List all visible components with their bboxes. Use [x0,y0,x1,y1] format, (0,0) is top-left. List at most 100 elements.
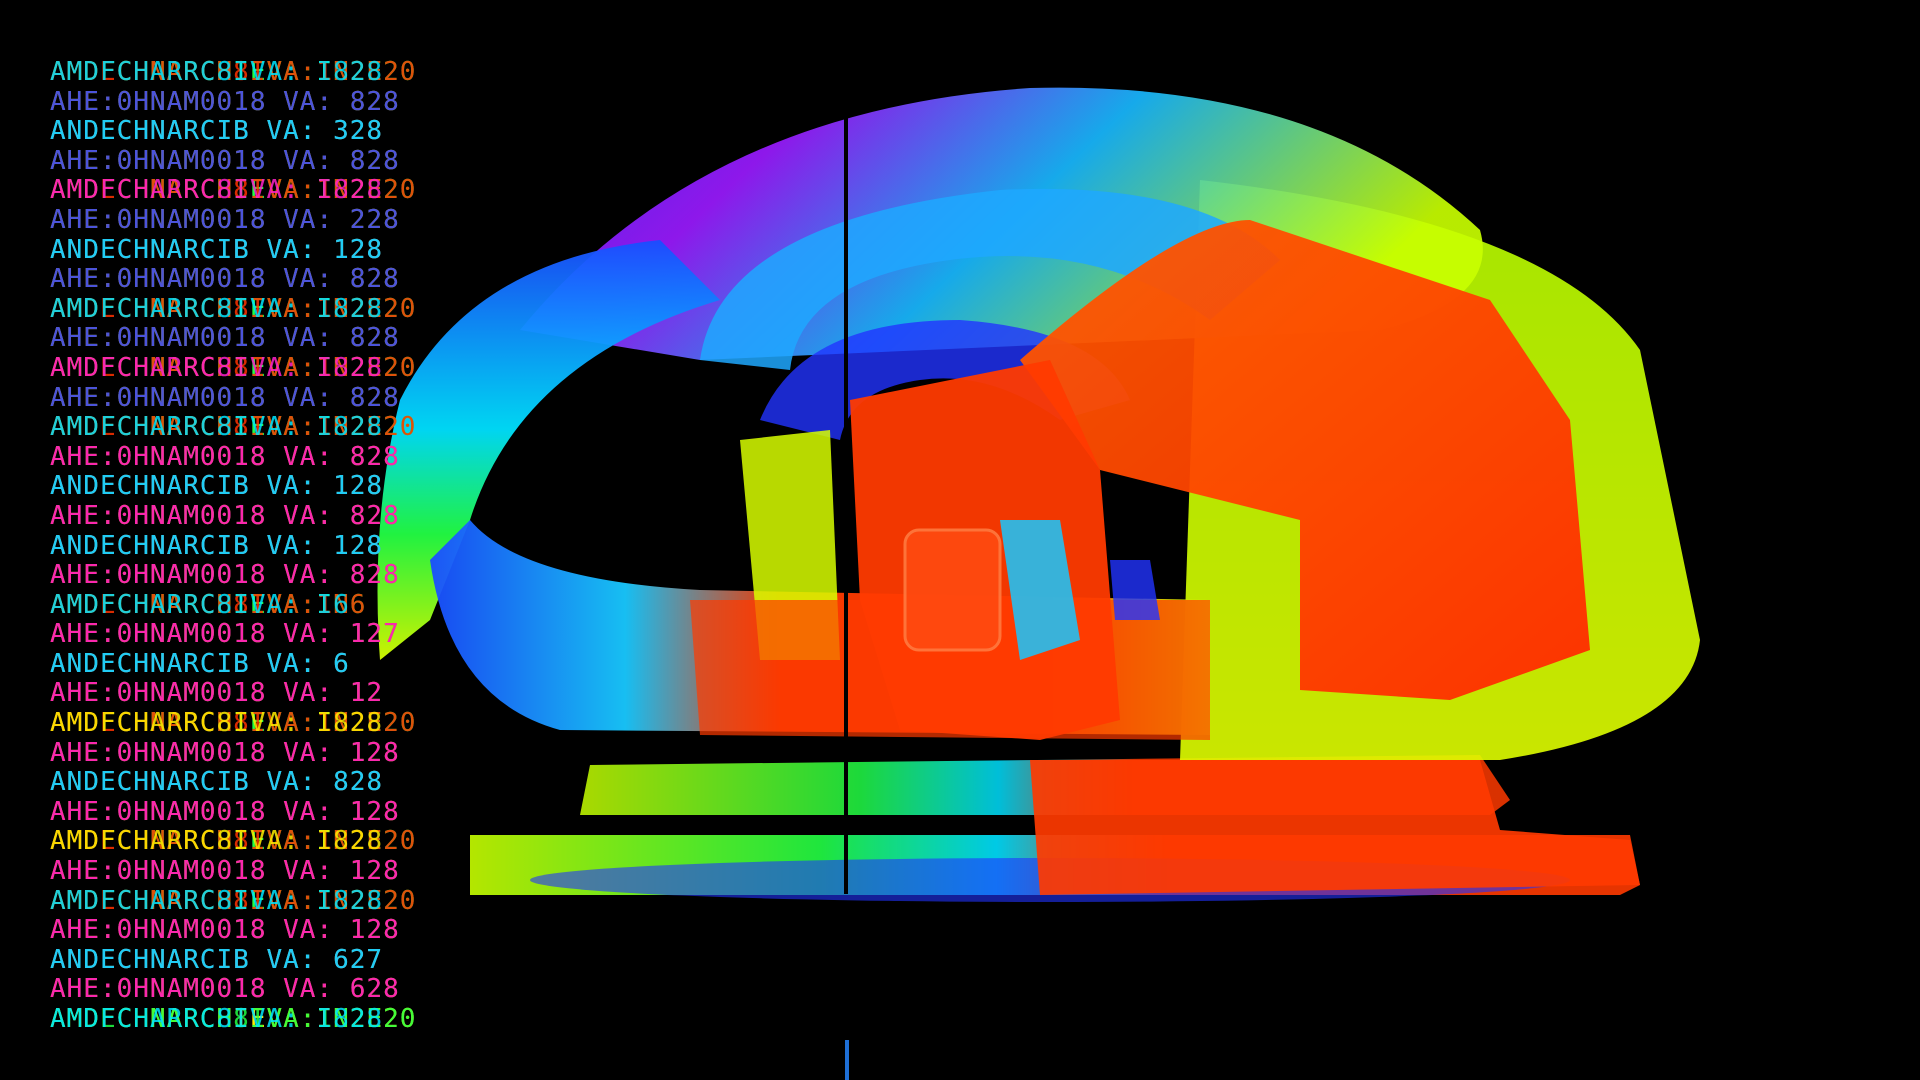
overlay-text-layer: AHE:0HNAM0018 VA: 228 [50,204,400,235]
overlay-text-layer: AHE:0HNAM0018 VA: 828 [50,382,400,413]
overlay-text-layer: AMDFCHARRC8IVA: I828 [50,708,384,739]
overlay-row: AHE:0HNAM0018 VA: 228 AHE:0HNAM0018 VA: 2… [50,204,530,236]
overlay-row: ANDECHNARCIB VA: 328 ANDECHNARCIB VA: 328… [50,117,530,147]
overlay-text-layer: AHE:0HNAM0018 VA: 828 [50,560,400,591]
overlay-text-layer: AMDFCHNARCHIEVA:IN2E20 [50,1004,417,1034]
overlay-text-layer: AHE:0HNAM0018 VA: 128 [50,796,400,827]
overlay-text-layer: AMDFCHNARCHIEVA:IN2E20 [50,293,417,324]
overlay-text-layer: ANDECHNARCIB VA: 128 [50,471,384,502]
overlay-text-layer: AHE:0HNAM0018 VA: 828 [50,382,400,413]
overlay-row: ANDECHNARCIB VA: 128 ANDECHNARCIB VA: 128… [50,472,530,502]
overlay-text-layer: AHE:0HNAM0018 VA: 128 [50,915,400,946]
overlay-text-layer: ANDECHNARCIB VA: 828 [50,767,384,798]
overlay-text-layer: AMDFCHNARCHIEVA:IN2E20 [50,885,417,916]
overlay-text-layer: AHE:0HNAM0018 VA: 828 [50,441,400,472]
overlay-row: AHE:0HNAM0018 VA: 128 AHE:0HNAM0018 VA: 1… [50,737,530,769]
overlay-text-layer: ANDECHNARCIB VA: 6 [50,648,350,679]
overlay-text-layer: AMDECHNARCH8IVA:1N2E20 [50,885,417,916]
overlay-text-layer: AMDFCHARRC8IVA: I6 [50,589,350,620]
overlay-text-layer: AMDFCHNARCHIEVA:IN2E20 [50,175,417,206]
overlay-text-layer: AMDFCHARRC8IVA: I828 [50,352,384,383]
overlay-text-layer: AHE:0HNAM0018 VA: 128 [50,856,400,887]
overlay-text-layer: AHE:0HNAM0018 VA: 828 [50,382,400,413]
overlay-text-layer: AMDECHNARCH8IVA:1N2E20 [50,352,417,383]
overlay-text-layer: AHE:0HNAM0018 VA: 128 [50,796,400,827]
overlay-text-layer: AMDFCHARRC8IVA: I828 [50,1004,384,1034]
overlay-row: AMDFCHNARCHIEVA:IN2E20 AMDECHNARCH8IVA:1N… [50,709,530,739]
overlay-text-layer: AHE:0HNAM0018 VA: 12 [50,678,384,709]
overlay-text-layer: AHE:0HNAM0018 VA: 828 [50,500,400,531]
slice-divider[interactable] [844,110,848,894]
overlay-row: AMDFCHNARCHIEVA:IN6 AMDECHNARCH8IVA:1N6 AM… [50,589,530,621]
overlay-text-layer: AHE:0HNAM0018 VA: 128 [50,737,400,768]
overlay-text-layer: AHE:0HNAM0018 VA: 828 [50,264,400,295]
overlay-text-layer: ANDECHNARCIB VA: 128 [50,234,384,265]
overlay-text-layer: AHE:0HNAM0018 VA: 127 [50,619,400,650]
overlay-text-layer: AHE:0HNAM0018 VA: 628 [50,974,400,1005]
overlay-text-layer: AHE:0HNAM0018 VA: 828 [50,560,400,591]
overlay-text-layer: AHE:0HNAM0018 VA: 828 [50,264,400,295]
red-lower [1030,760,1640,895]
overlay-row: AMDFCHNARCHIEVA:IN2E20 AMDECHNARCH8IVA:1N… [50,293,530,325]
overlay-text-layer: ANDECHNARCIB VA: 128 [50,471,384,502]
overlay-text-layer: AMDECHNARCH8IVA:1N2E20 [50,826,417,857]
overlay-row: AHE:0HNAM0018 VA: 128 AHE:0HNAM0018 VA: 1… [50,796,530,828]
overlay-text-layer: AHE:0HNAM0018 VA: 228 [50,204,400,235]
overlay-text-layer: AHE:0HNAM0018 VA: 828 [50,500,400,531]
overlay-row: ANDECHNARCIB VA: 6 ANDECHNARCIB VA: 6 ANDE… [50,648,530,680]
overlay-text-layer: AHE:0HNAM0018 VA: 828 [50,264,400,295]
overlay-text-layer: AMDECHNARCH8IVA:1N2E20 [50,175,417,206]
red-sweep [1020,220,1590,700]
overlay-text-layer: AHE:0HNAM0018 VA: 828 [50,145,400,176]
overlay-text-layer: AMDFCHARRC8IVA: I828 [50,57,384,87]
overlay-text-layer: ANDECHNARCIB VA: 128 [50,234,384,265]
inner-cyan-slot [1000,520,1080,660]
overlay-row: AHE:0HNAM0018 VA: 828 AHE:0HNAM0018 VA: 8… [50,324,530,354]
overlay-row: AMDFCHNARCHIEVA:IN2E20 AMDECHNARCH8IVA:1N… [50,885,530,917]
cursor-marker [845,1040,849,1080]
overlay-text-layer: AHE:0HNAM0018 VA: 828 [50,560,400,591]
overlay-text-layer: AMDFCHARRC8IVA: I828 [50,412,384,443]
overlay-row: AMDFCHNARCHIEVA:IN2E20 AMDECHNARCH8IVA:1N… [50,352,530,384]
overlay-row: AMDFCHNARCHIEVA:IN2E20 AMDECHNARCH8IVA:1N… [50,176,530,206]
overlay-text-layer: AMDFCHARRC8IVA: I828 [50,826,384,857]
left-shell [377,240,720,660]
overlay-text-layer: AMDFCHNARCHIEVA:IN6 [50,589,367,620]
overlay-text-layer: AHE:0HNAM0018 VA: 828 [50,500,400,531]
overlay-text-layer: ANDECHNARCIB VA: 627 [50,944,384,975]
overlay-text-layer: AHE:0HNAM0018 VA: 628 [50,974,400,1005]
overlay-text-layer: AHE:0HNAM0018 VA: 12 [50,678,384,709]
overlay-row: AHE:0HNAM0018 VA: 628 AHE:0HNAM0018 VA: 6… [50,975,530,1005]
overlay-row: ANDECHNARCIB VA: 128 ANDECHNARCIB VA: 128… [50,530,530,562]
overlay-text-layer: AMDECHNARCH8IVA:1N2E20 [50,708,417,739]
overlay-text-layer: ANDECHNARCIB VA: 128 [50,471,384,502]
overlay-text-layer: AHE:0HNAM0018 VA: 127 [50,619,400,650]
overlay-row: ANDECHNARCIB VA: 828 ANDECHNARCIB VA: 828… [50,768,530,798]
overlay-text-layer: ANDECHNARCIB VA: 6 [50,648,350,679]
overlay-row: AHE:0HNAM0018 VA: 127 AHE:0HNAM0018 VA: 1… [50,620,530,650]
overlay-text-layer: ANDECHNARCIB VA: 328 [50,116,384,147]
overlay-text-layer: AMDECHNARCH8IVA:1N2E20 [50,293,417,324]
overlay-row: AHE:0HNAM0018 VA: 128 AHE:0HNAM0018 VA: 1… [50,916,530,946]
overlay-text-layer: AHE:0HNAM0018 VA: 828 [50,145,400,176]
red-mid-band [690,600,1210,740]
overlay-text-layer: AHE:0HNAM0018 VA: 828 [50,86,400,117]
overlay-row: AHE:0HNAM0018 VA: 12 AHE:0HNAM0018 VA: 12… [50,679,530,709]
overlay-row: AHE:0HNAM0018 VA: 828 AHE:0HNAM0018 VA: 8… [50,500,530,532]
overlay-row: ANDECHNARCIB VA: 627 ANDECHNARCIB VA: 627… [50,944,530,976]
overlay-text-layer: AMDFCHNARCHIEVA:IN2E20 [50,826,417,857]
overlay-text-layer: AHE:0HNAM0018 VA: 828 [50,441,400,472]
overlay-text-layer: AMDFCHNARCHIEVA:IN2E20 [50,57,417,87]
overlay-text-layer: AMDECHNARCH8IVA:1N2E20 [50,57,417,87]
overlay-row: AHE:0HNAM0018 VA: 828 AHE:0HNAM0018 VA: 8… [50,382,530,414]
overlay-text-layer: ANDECHNARCIB VA: 828 [50,767,384,798]
inner-gear [903,528,1002,652]
overlay-text-layer: AMDECHNARCH8IVA:1N2E20 [50,412,417,443]
overlay-text-layer: ANDECHNARCIB VA: 328 [50,116,384,147]
overlay-text-layer: AHE:0HNAM0018 VA: 828 [50,323,400,354]
overlay-text-layer: AHE:0HNAM0018 VA: 828 [50,441,400,472]
overlay-text-layer: ANDECHNARCIB VA: 128 [50,530,384,561]
overlay-text-layer: AHE:0HNAM0018 VA: 828 [50,323,400,354]
